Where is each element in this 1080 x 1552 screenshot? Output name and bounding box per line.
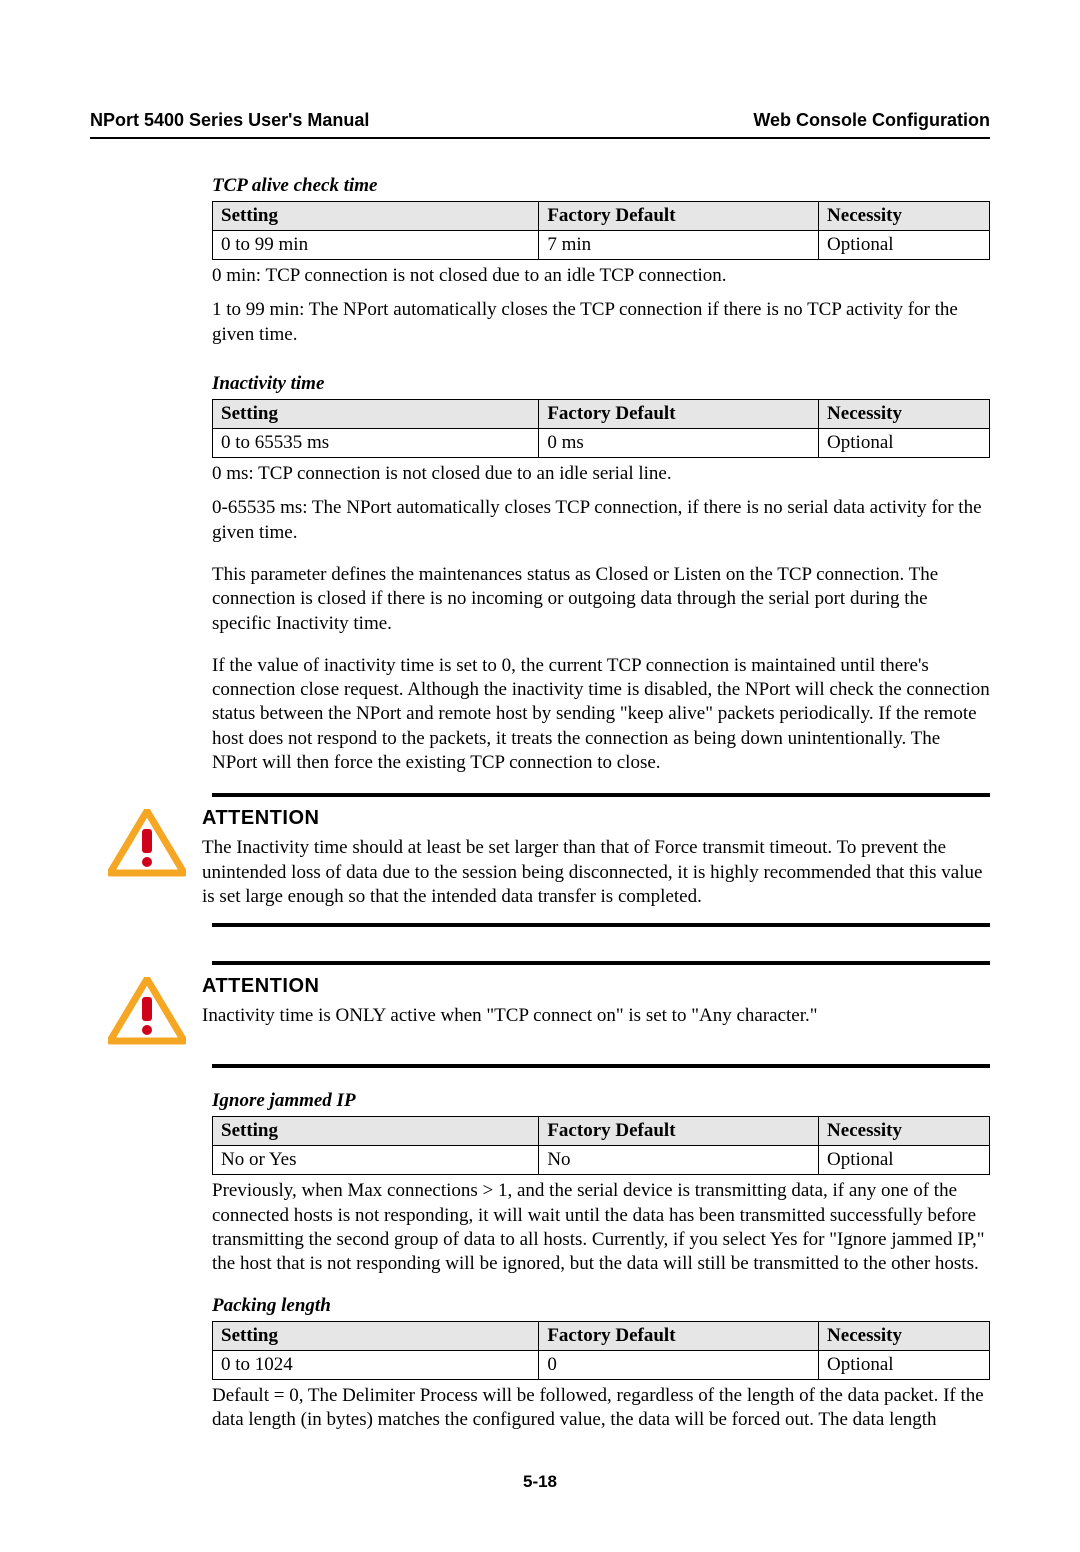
td-default: No — [539, 1146, 819, 1175]
paragraph: 0 ms: TCP connection is not closed due t… — [212, 462, 990, 486]
th-necessity: Necessity — [819, 399, 990, 428]
section-title-tcp-alive: TCP alive check time — [212, 175, 990, 197]
attention-block: ATTENTION Inactivity time is ONLY active… — [90, 961, 990, 1068]
warning-icon — [108, 807, 202, 882]
td-default: 7 min — [539, 231, 819, 260]
page-number: 5-18 — [90, 1472, 990, 1492]
attention-label: ATTENTION — [202, 975, 986, 998]
attention-block: ATTENTION The Inactivity time should at … — [90, 793, 990, 927]
td-setting: 0 to 99 min — [213, 231, 539, 260]
section-title-packing-length: Packing length — [212, 1295, 990, 1317]
paragraph: Previously, when Max connections > 1, an… — [212, 1179, 990, 1276]
section-title-ignore-jammed: Ignore jammed IP — [212, 1090, 990, 1112]
page-content-continued: Ignore jammed IP Setting Factory Default… — [90, 1090, 990, 1432]
warning-icon — [108, 975, 202, 1050]
header-right: Web Console Configuration — [753, 110, 990, 131]
td-necessity: Optional — [819, 231, 990, 260]
table-packing-length: Setting Factory Default Necessity 0 to 1… — [212, 1321, 990, 1380]
td-setting: No or Yes — [213, 1146, 539, 1175]
td-necessity: Optional — [819, 428, 990, 457]
paragraph: Default = 0, The Delimiter Process will … — [212, 1384, 990, 1433]
table-inactivity: Setting Factory Default Necessity 0 to 6… — [212, 399, 990, 458]
table-row: 0 to 65535 ms 0 ms Optional — [213, 428, 990, 457]
table-tcp-alive: Setting Factory Default Necessity 0 to 9… — [212, 201, 990, 260]
th-setting: Setting — [213, 202, 539, 231]
paragraph: If the value of inactivity time is set t… — [212, 654, 990, 776]
table-ignore-jammed: Setting Factory Default Necessity No or … — [212, 1116, 990, 1175]
attention-text: The Inactivity time should at least be s… — [202, 836, 986, 909]
paragraph: 0-65535 ms: The NPort automatically clos… — [212, 496, 990, 545]
paragraph: 0 min: TCP connection is not closed due … — [212, 264, 990, 288]
th-default: Factory Default — [539, 202, 819, 231]
page-content: TCP alive check time Setting Factory Def… — [90, 175, 990, 775]
table-row: No or Yes No Optional — [213, 1146, 990, 1175]
td-setting: 0 to 1024 — [213, 1350, 539, 1379]
th-necessity: Necessity — [819, 202, 990, 231]
attention-bottom-rule — [212, 1064, 990, 1068]
table-row: 0 to 1024 0 Optional — [213, 1350, 990, 1379]
page-header: NPort 5400 Series User's Manual Web Cons… — [90, 110, 990, 139]
th-default: Factory Default — [539, 1321, 819, 1350]
attention-label: ATTENTION — [202, 807, 986, 830]
th-setting: Setting — [213, 1321, 539, 1350]
table-row: 0 to 99 min 7 min Optional — [213, 231, 990, 260]
td-default: 0 — [539, 1350, 819, 1379]
td-necessity: Optional — [819, 1350, 990, 1379]
attention-text: Inactivity time is ONLY active when "TCP… — [202, 1004, 986, 1028]
th-setting: Setting — [213, 399, 539, 428]
td-setting: 0 to 65535 ms — [213, 428, 539, 457]
th-setting: Setting — [213, 1117, 539, 1146]
th-default: Factory Default — [539, 1117, 819, 1146]
td-default: 0 ms — [539, 428, 819, 457]
attention-bottom-rule — [212, 923, 990, 927]
section-title-inactivity: Inactivity time — [212, 373, 990, 395]
paragraph: 1 to 99 min: The NPort automatically clo… — [212, 298, 990, 347]
th-necessity: Necessity — [819, 1321, 990, 1350]
paragraph: This parameter defines the maintenances … — [212, 563, 990, 636]
td-necessity: Optional — [819, 1146, 990, 1175]
header-left: NPort 5400 Series User's Manual — [90, 110, 369, 131]
th-default: Factory Default — [539, 399, 819, 428]
th-necessity: Necessity — [819, 1117, 990, 1146]
